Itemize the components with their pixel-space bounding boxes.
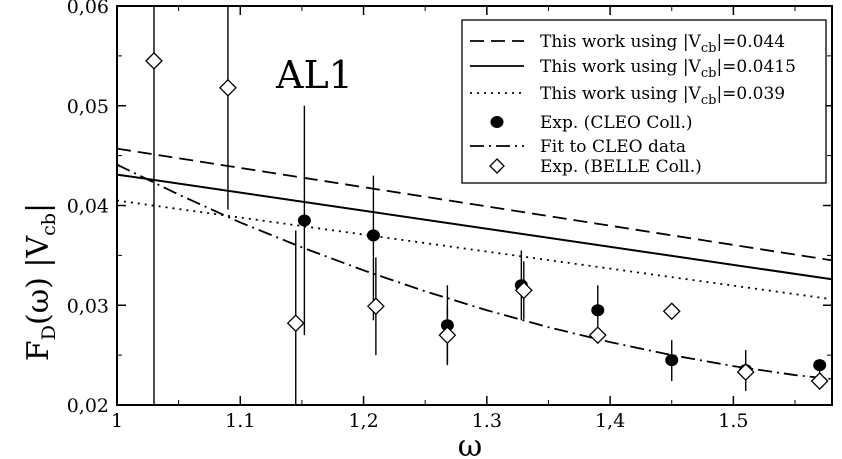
y-axis-title-sub-cb: cb <box>38 213 60 236</box>
series-line-solid <box>117 173 832 281</box>
belle-point <box>145 51 163 70</box>
y-tick-label: 0,06 <box>67 0 109 18</box>
legend-label: Fit to CLEO data <box>540 137 686 157</box>
belle-point <box>810 372 829 390</box>
belle-point <box>286 314 305 333</box>
x-tick-label: 1,4 <box>595 410 625 432</box>
legend-box <box>461 19 827 184</box>
series-line-dotted <box>117 199 832 301</box>
legend-label: Exp. (BELLE Coll.) <box>540 157 702 177</box>
legend-label: This work using |Vcb|=0.0415 <box>540 57 796 81</box>
belle-point <box>514 281 533 300</box>
y-axis-title-mid: (ω) |V <box>21 235 56 326</box>
y-axis-title-end: | <box>21 203 56 213</box>
belle-point <box>219 78 237 97</box>
x-tick-label: 1 <box>111 410 123 432</box>
cleo-point <box>591 304 605 317</box>
belle-point <box>588 326 607 345</box>
panel-label: AL1 <box>275 53 353 97</box>
cleo-point <box>366 229 380 242</box>
axis-ticks: 1 1.1 1,2 1.3 1,4 1.5 0,02 0,03 0,04 0,05 0,06 <box>67 0 832 432</box>
legend-label: Exp. (CLEO Coll.) <box>540 113 693 133</box>
legend-label: This work using |Vcb|=0.044 <box>540 32 785 56</box>
series-line-dashdot <box>117 163 832 380</box>
plot-area <box>117 6 832 405</box>
series-line-dashed <box>117 147 832 262</box>
belle-point <box>736 363 755 382</box>
y-tick-label: 0,05 <box>67 96 109 118</box>
legend-label: This work using |Vcb|=0.039 <box>540 84 785 108</box>
belle-point <box>662 302 681 321</box>
x-tick-label: 1.5 <box>718 410 748 432</box>
legend-swatch-belle <box>489 158 505 174</box>
x-tick-label: 1.3 <box>472 410 502 432</box>
belle-point <box>366 297 385 316</box>
y-tick-label: 0,04 <box>67 196 109 218</box>
x-axis-title: ω <box>458 429 482 459</box>
y-tick-label: 0,02 <box>67 395 109 417</box>
y-axis-title: FD(ω) |Vcb| <box>21 203 60 361</box>
legend-swatch-cleo <box>490 116 504 128</box>
x-tick-label: 1.1 <box>225 410 255 432</box>
cleo-point <box>813 359 827 372</box>
cleo-point <box>297 214 311 227</box>
x-tick-label: 1,2 <box>348 410 378 432</box>
belle-point <box>438 326 457 345</box>
y-axis-title-main: F <box>21 340 56 361</box>
cleo-point <box>665 354 679 367</box>
y-tick-label: 0,03 <box>67 295 109 317</box>
y-axis-title-sub-d: D <box>38 325 60 340</box>
cleo-point <box>440 319 454 332</box>
